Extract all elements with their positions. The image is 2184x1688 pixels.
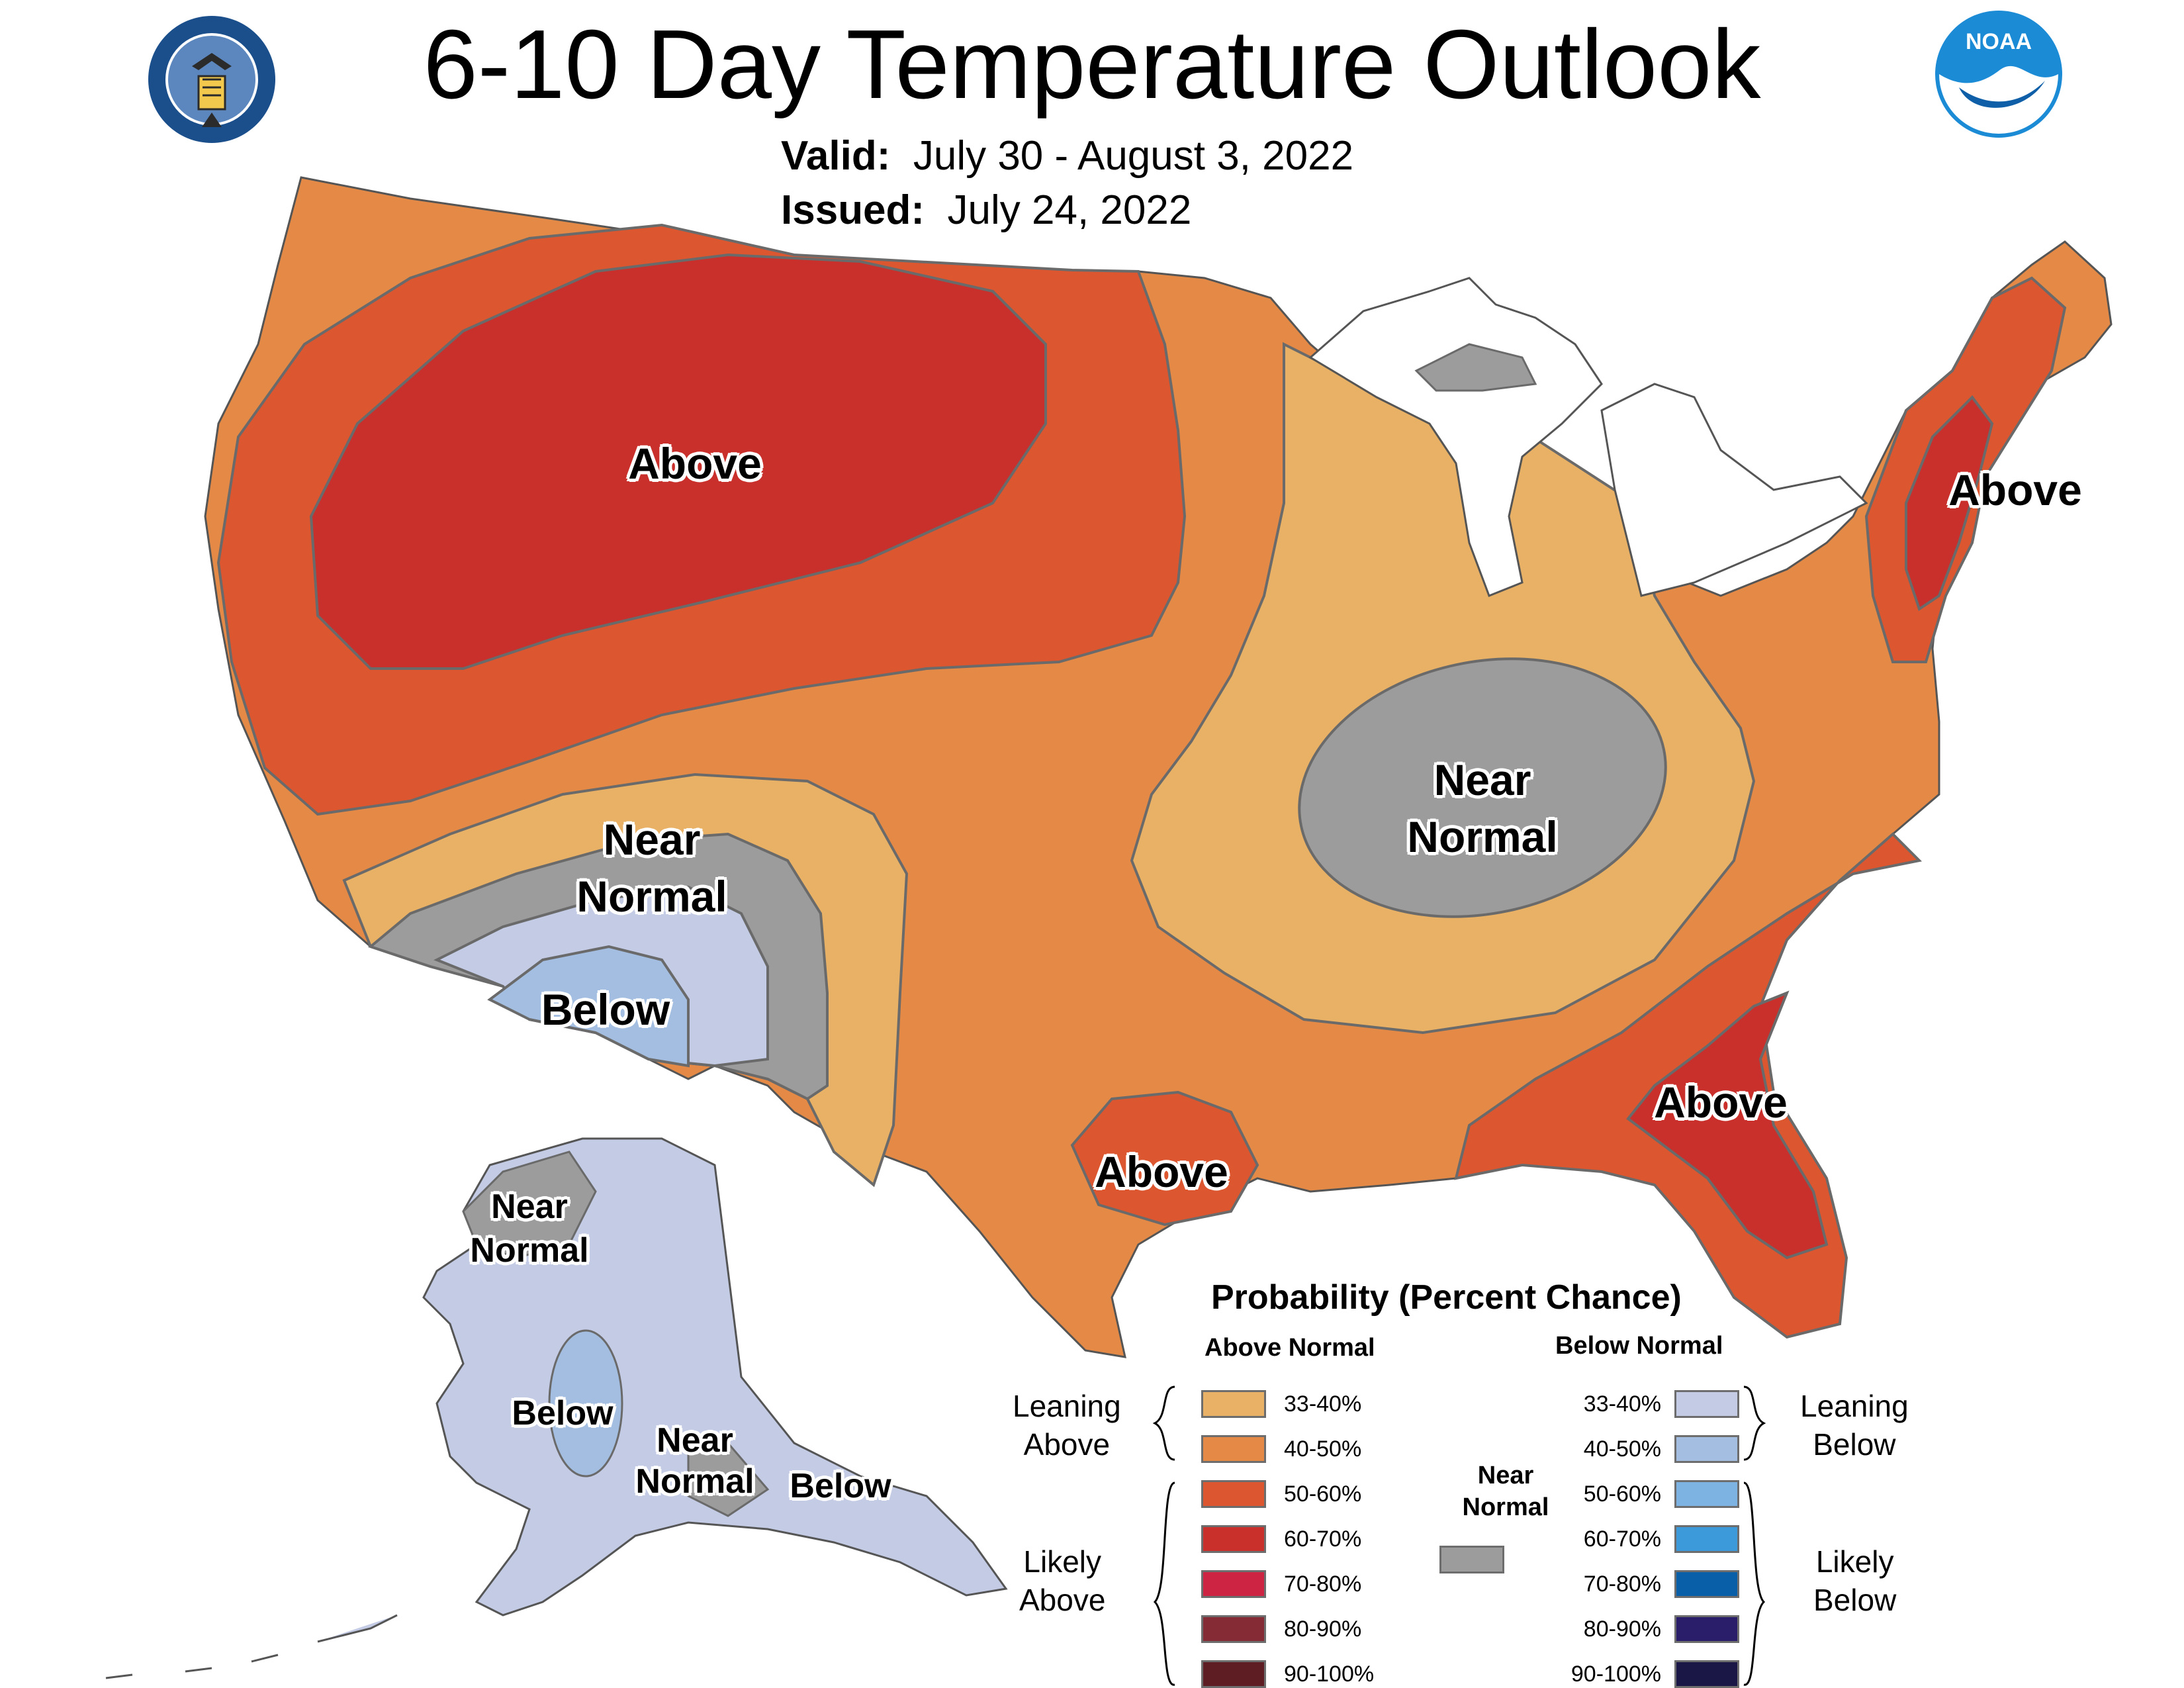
legend-below-swatch-6 (1674, 1660, 1739, 1688)
legend-below-swatch-1 (1674, 1435, 1739, 1463)
commerce-seal-icon (148, 16, 275, 143)
legend-below-label-3: 60-70% (1583, 1526, 1661, 1552)
legend-below-swatch-0 (1674, 1390, 1739, 1418)
noaa-logo-icon: NOAA (1935, 11, 2062, 138)
legend-leaning-below-label: Leaning Below (1800, 1389, 1909, 1462)
legend-above-heading: Above Normal (1205, 1334, 1375, 1362)
issued-date: Issued: July 24, 2022 (781, 187, 1191, 234)
legend-below-label-2: 50-60% (1583, 1481, 1661, 1507)
issued-label: Issued: (781, 187, 925, 233)
label-above-southeast: Above (1654, 1078, 1788, 1127)
great-lakes (1308, 277, 1603, 597)
legend-below-label-1: 40-50% (1583, 1436, 1661, 1462)
legend-below-label-4: 70-80% (1583, 1571, 1661, 1597)
legend-above-label-3: 60-70% (1284, 1526, 1362, 1552)
above-60-70-southeast-region (1626, 990, 1829, 1260)
above-60-70-northeast-region (1905, 395, 1994, 612)
alaska-base-region (422, 1137, 1008, 1617)
legend-above-label-0: 33-40% (1284, 1391, 1362, 1417)
legend-below-label-5: 80-90% (1583, 1617, 1661, 1642)
legend-leaning-above-label: Leaning Above (1013, 1389, 1121, 1462)
alaska-aleutian-islands (105, 1614, 398, 1679)
legend-above-swatch-1 (1201, 1435, 1266, 1463)
legend-near-normal-heading: Near Normal (1462, 1462, 1549, 1521)
label-alaska-below-panhandle: Below (790, 1467, 891, 1505)
valid-value: July 30 - August 3, 2022 (913, 133, 1354, 179)
above-60-70-northwest-region (309, 253, 1047, 670)
legend-likely-above-label: Likely Above (1019, 1544, 1106, 1617)
label-below-southwest: Below (541, 985, 670, 1034)
lake-superior-near-normal-patch (1414, 343, 1537, 392)
legend-below-swatch-4 (1674, 1570, 1739, 1598)
label-near-normal-ohio-valley: Near Normal (1407, 755, 1558, 861)
legend-below-label-6: 90-100% (1570, 1662, 1661, 1687)
valid-dates: Valid: July 30 - August 3, 2022 (781, 132, 1353, 180)
legend-above-swatch-4 (1201, 1570, 1266, 1598)
label-alaska-below-interior: Below (512, 1394, 614, 1432)
legend-near-normal-swatch (1439, 1546, 1504, 1573)
legend-below-swatch-2 (1674, 1480, 1739, 1508)
label-alaska-near-normal-north: Near Normal (470, 1188, 589, 1270)
noaa-logo-text: NOAA (1966, 29, 2032, 54)
label-alaska-near-normal-south: Near Normal (635, 1421, 754, 1501)
label-above-texas: Above (1095, 1147, 1228, 1196)
legend-above-swatch-5 (1201, 1615, 1266, 1643)
legend-above-label-1: 40-50% (1284, 1436, 1362, 1462)
label-above-northeast: Above (1948, 465, 2082, 514)
above-50-60-texas-region (1070, 1090, 1259, 1227)
issued-value: July 24, 2022 (947, 187, 1192, 233)
alaska-below-40-50-region (548, 1329, 623, 1477)
legend-above-swatch-6 (1201, 1660, 1266, 1688)
legend-title: Probability (Percent Chance) (1211, 1278, 1682, 1317)
valid-label: Valid: (781, 133, 891, 179)
legend-below-swatch-5 (1674, 1615, 1739, 1643)
legend-above-swatch-3 (1201, 1525, 1266, 1553)
legend-above-label-2: 50-60% (1284, 1481, 1362, 1507)
legend-above-label-4: 70-80% (1284, 1571, 1362, 1597)
legend-above-label-6: 90-100% (1284, 1662, 1375, 1687)
label-near-normal-southwest: Near Normal (576, 815, 727, 921)
legend-above-swatch-0 (1201, 1390, 1266, 1418)
lake-erie-ontario (1600, 383, 1868, 597)
legend-likely-below-label: Likely Below (1813, 1544, 1897, 1617)
legend-above-label-5: 80-90% (1284, 1617, 1362, 1642)
near-normal-ohio-valley-region (1298, 657, 1667, 918)
legend-below-heading: Below Normal (1555, 1332, 1723, 1360)
alaska-near-normal-north-region (462, 1150, 597, 1259)
below-40-50-arizona-region (487, 945, 690, 1068)
legend-below-swatch-3 (1674, 1525, 1739, 1553)
label-above-northwest: Above (628, 439, 762, 488)
alaska-near-normal-south-region (687, 1435, 770, 1517)
legend-above-swatch-2 (1201, 1480, 1266, 1508)
map-title: 6-10 Day Temperature Outlook (423, 10, 1761, 119)
legend-below-label-0: 33-40% (1583, 1391, 1661, 1417)
